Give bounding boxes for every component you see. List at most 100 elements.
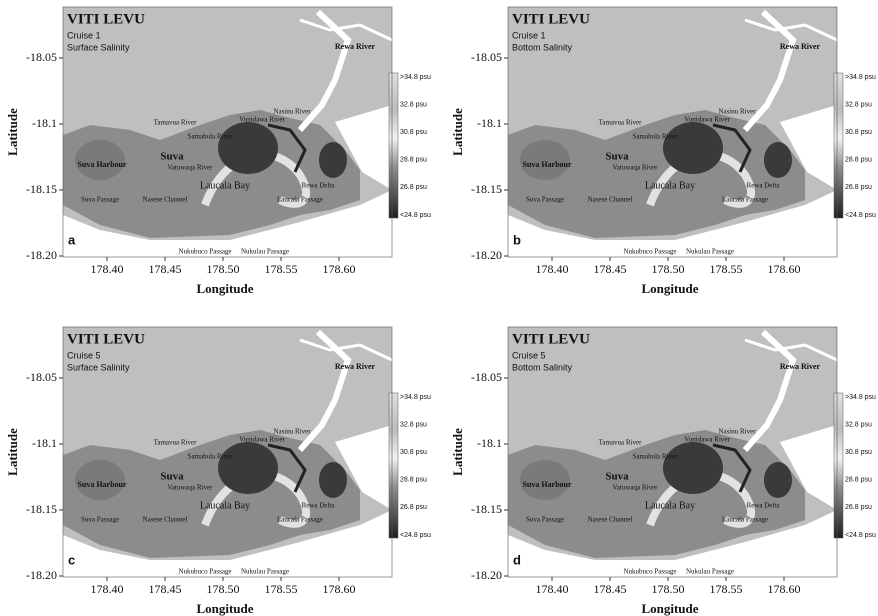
place-label: Suva Passage: [526, 516, 564, 524]
place-label: Nasese Channel: [588, 196, 633, 204]
colorbar-label: 30.8 psu: [400, 449, 427, 456]
place-label: Vatuwaqa River: [613, 164, 659, 172]
place-label: Laucala Passage: [722, 516, 768, 524]
panel-letter: c: [68, 552, 75, 567]
place-label: Vunidawa River: [684, 436, 730, 444]
place-label: Samabula River: [633, 453, 679, 461]
place-label: Nukulau Passage: [241, 248, 289, 256]
colorbar-label: <24.8 psu: [400, 212, 431, 219]
colorbar-label: 32.8 psu: [400, 421, 427, 428]
x-tick-label: 178.55: [265, 582, 298, 596]
x-axis-label: Longitude: [196, 601, 253, 616]
y-tick-label: -18.05: [471, 50, 502, 64]
colorbar-label: >34.8 psu: [400, 74, 431, 81]
place-label: Nukulau Passage: [686, 248, 734, 256]
x-tick-label: 178.40: [536, 262, 569, 276]
cruise-label: Cruise 5: [512, 350, 546, 360]
x-tick-label: 178.55: [265, 262, 298, 276]
colorbar-label: 28.8 psu: [400, 477, 427, 484]
panel-title: VITI LEVU: [67, 11, 145, 27]
y-tick-label: -18.05: [26, 370, 57, 384]
place-label: Nasese Channel: [588, 516, 633, 524]
y-axis-label: Latitude: [5, 428, 20, 476]
place-label: Nukulau Passage: [241, 568, 289, 576]
colorbar-label: 30.8 psu: [400, 129, 427, 136]
colorbar-label: >34.8 psu: [845, 74, 876, 81]
place-label: Nasinu River: [273, 428, 311, 436]
place-label: Laucala Passage: [277, 516, 323, 524]
figure: VITI LEVUCruise 1Surface SalinityaRewa R…: [0, 0, 878, 616]
y-tick-label: -18.15: [26, 182, 57, 196]
place-label: Suva Harbour: [522, 480, 572, 489]
place-label: Nukubuco Passage: [623, 248, 676, 256]
panel-letter: d: [513, 552, 521, 567]
colorbar-label: 26.8 psu: [845, 184, 872, 191]
panel-title: VITI LEVU: [512, 11, 590, 27]
x-tick-label: 178.40: [91, 582, 124, 596]
x-axis-label: Longitude: [641, 601, 698, 616]
colorbar-label: <24.8 psu: [845, 532, 876, 539]
place-label: Vunidawa River: [684, 116, 730, 124]
colorbar-label: 26.8 psu: [400, 184, 427, 191]
x-tick-label: 178.50: [207, 582, 240, 596]
y-tick-label: -18.15: [471, 182, 502, 196]
panel-title: VITI LEVU: [512, 331, 590, 347]
y-axis-label: Latitude: [450, 108, 465, 156]
place-label: Laucala Passage: [277, 196, 323, 204]
place-label: Nasinu River: [718, 108, 756, 116]
colorbar-label: 30.8 psu: [845, 449, 872, 456]
place-label: Rewa River: [780, 362, 821, 371]
place-label: Rewa Delta: [302, 502, 336, 510]
place-label: Suva Harbour: [77, 160, 127, 169]
y-tick-label: -18.05: [26, 50, 57, 64]
colorbar-label: 32.8 psu: [845, 101, 872, 108]
cruise-label: Cruise 1: [67, 30, 101, 40]
x-tick-label: 178.55: [710, 582, 743, 596]
map-panel: VITI LEVU Cruise 5 Bottom Salinity d Rewa Ri…: [450, 327, 876, 616]
colorbar-label: >34.8 psu: [845, 394, 876, 401]
place-label: Suva Harbour: [522, 160, 572, 169]
place-label: Vatuwaqa River: [168, 164, 214, 172]
colorbar: [389, 73, 398, 218]
x-tick-label: 178.45: [149, 262, 182, 276]
x-tick-label: 178.60: [323, 262, 356, 276]
place-label: Nasinu River: [718, 428, 756, 436]
y-tick-label: -18.1: [32, 116, 57, 130]
place-label: Tamavua River: [154, 439, 198, 447]
place-label: Suva: [605, 151, 629, 163]
colorbar: [389, 393, 398, 538]
place-label: Rewa River: [780, 42, 821, 51]
place-label: Samabula River: [633, 133, 679, 141]
place-label: Nukubuco Passage: [623, 568, 676, 576]
y-tick-label: -18.15: [471, 502, 502, 516]
place-label: Nukulau Passage: [686, 568, 734, 576]
place-label: Vatuwaqa River: [613, 484, 659, 492]
map-panel: VITI LEVUCruise 5Surface SalinitycRewa R…: [5, 327, 431, 616]
variable-label: Bottom Salinity: [512, 362, 573, 372]
colorbar-label: <24.8 psu: [400, 532, 431, 539]
place-label: Suva Passage: [81, 196, 119, 204]
y-tick-label: -18.05: [471, 370, 502, 384]
colorbar-label: 28.8 psu: [400, 157, 427, 164]
colorbar-label: >34.8 psu: [400, 394, 431, 401]
place-label: Nasinu River: [273, 108, 311, 116]
colorbar-label: <24.8 psu: [845, 212, 876, 219]
place-label: Tamavua River: [599, 119, 643, 127]
variable-label: Surface Salinity: [67, 362, 130, 372]
variable-label: Bottom Salinity: [512, 42, 573, 52]
y-axis-label: Latitude: [5, 108, 20, 156]
colorbar-label: 28.8 psu: [845, 477, 872, 484]
y-tick-label: -18.20: [471, 568, 502, 582]
x-tick-label: 178.50: [207, 262, 240, 276]
place-label: Laucala Bay: [645, 180, 695, 191]
y-tick-label: -18.15: [26, 502, 57, 516]
x-axis-label: Longitude: [641, 281, 698, 296]
x-tick-label: 178.60: [768, 262, 801, 276]
place-label: Suva Passage: [526, 196, 564, 204]
panel-title: VITI LEVU: [67, 331, 145, 347]
y-tick-label: -18.1: [32, 436, 57, 450]
place-label: Laucala Passage: [722, 196, 768, 204]
x-tick-label: 178.45: [594, 262, 627, 276]
